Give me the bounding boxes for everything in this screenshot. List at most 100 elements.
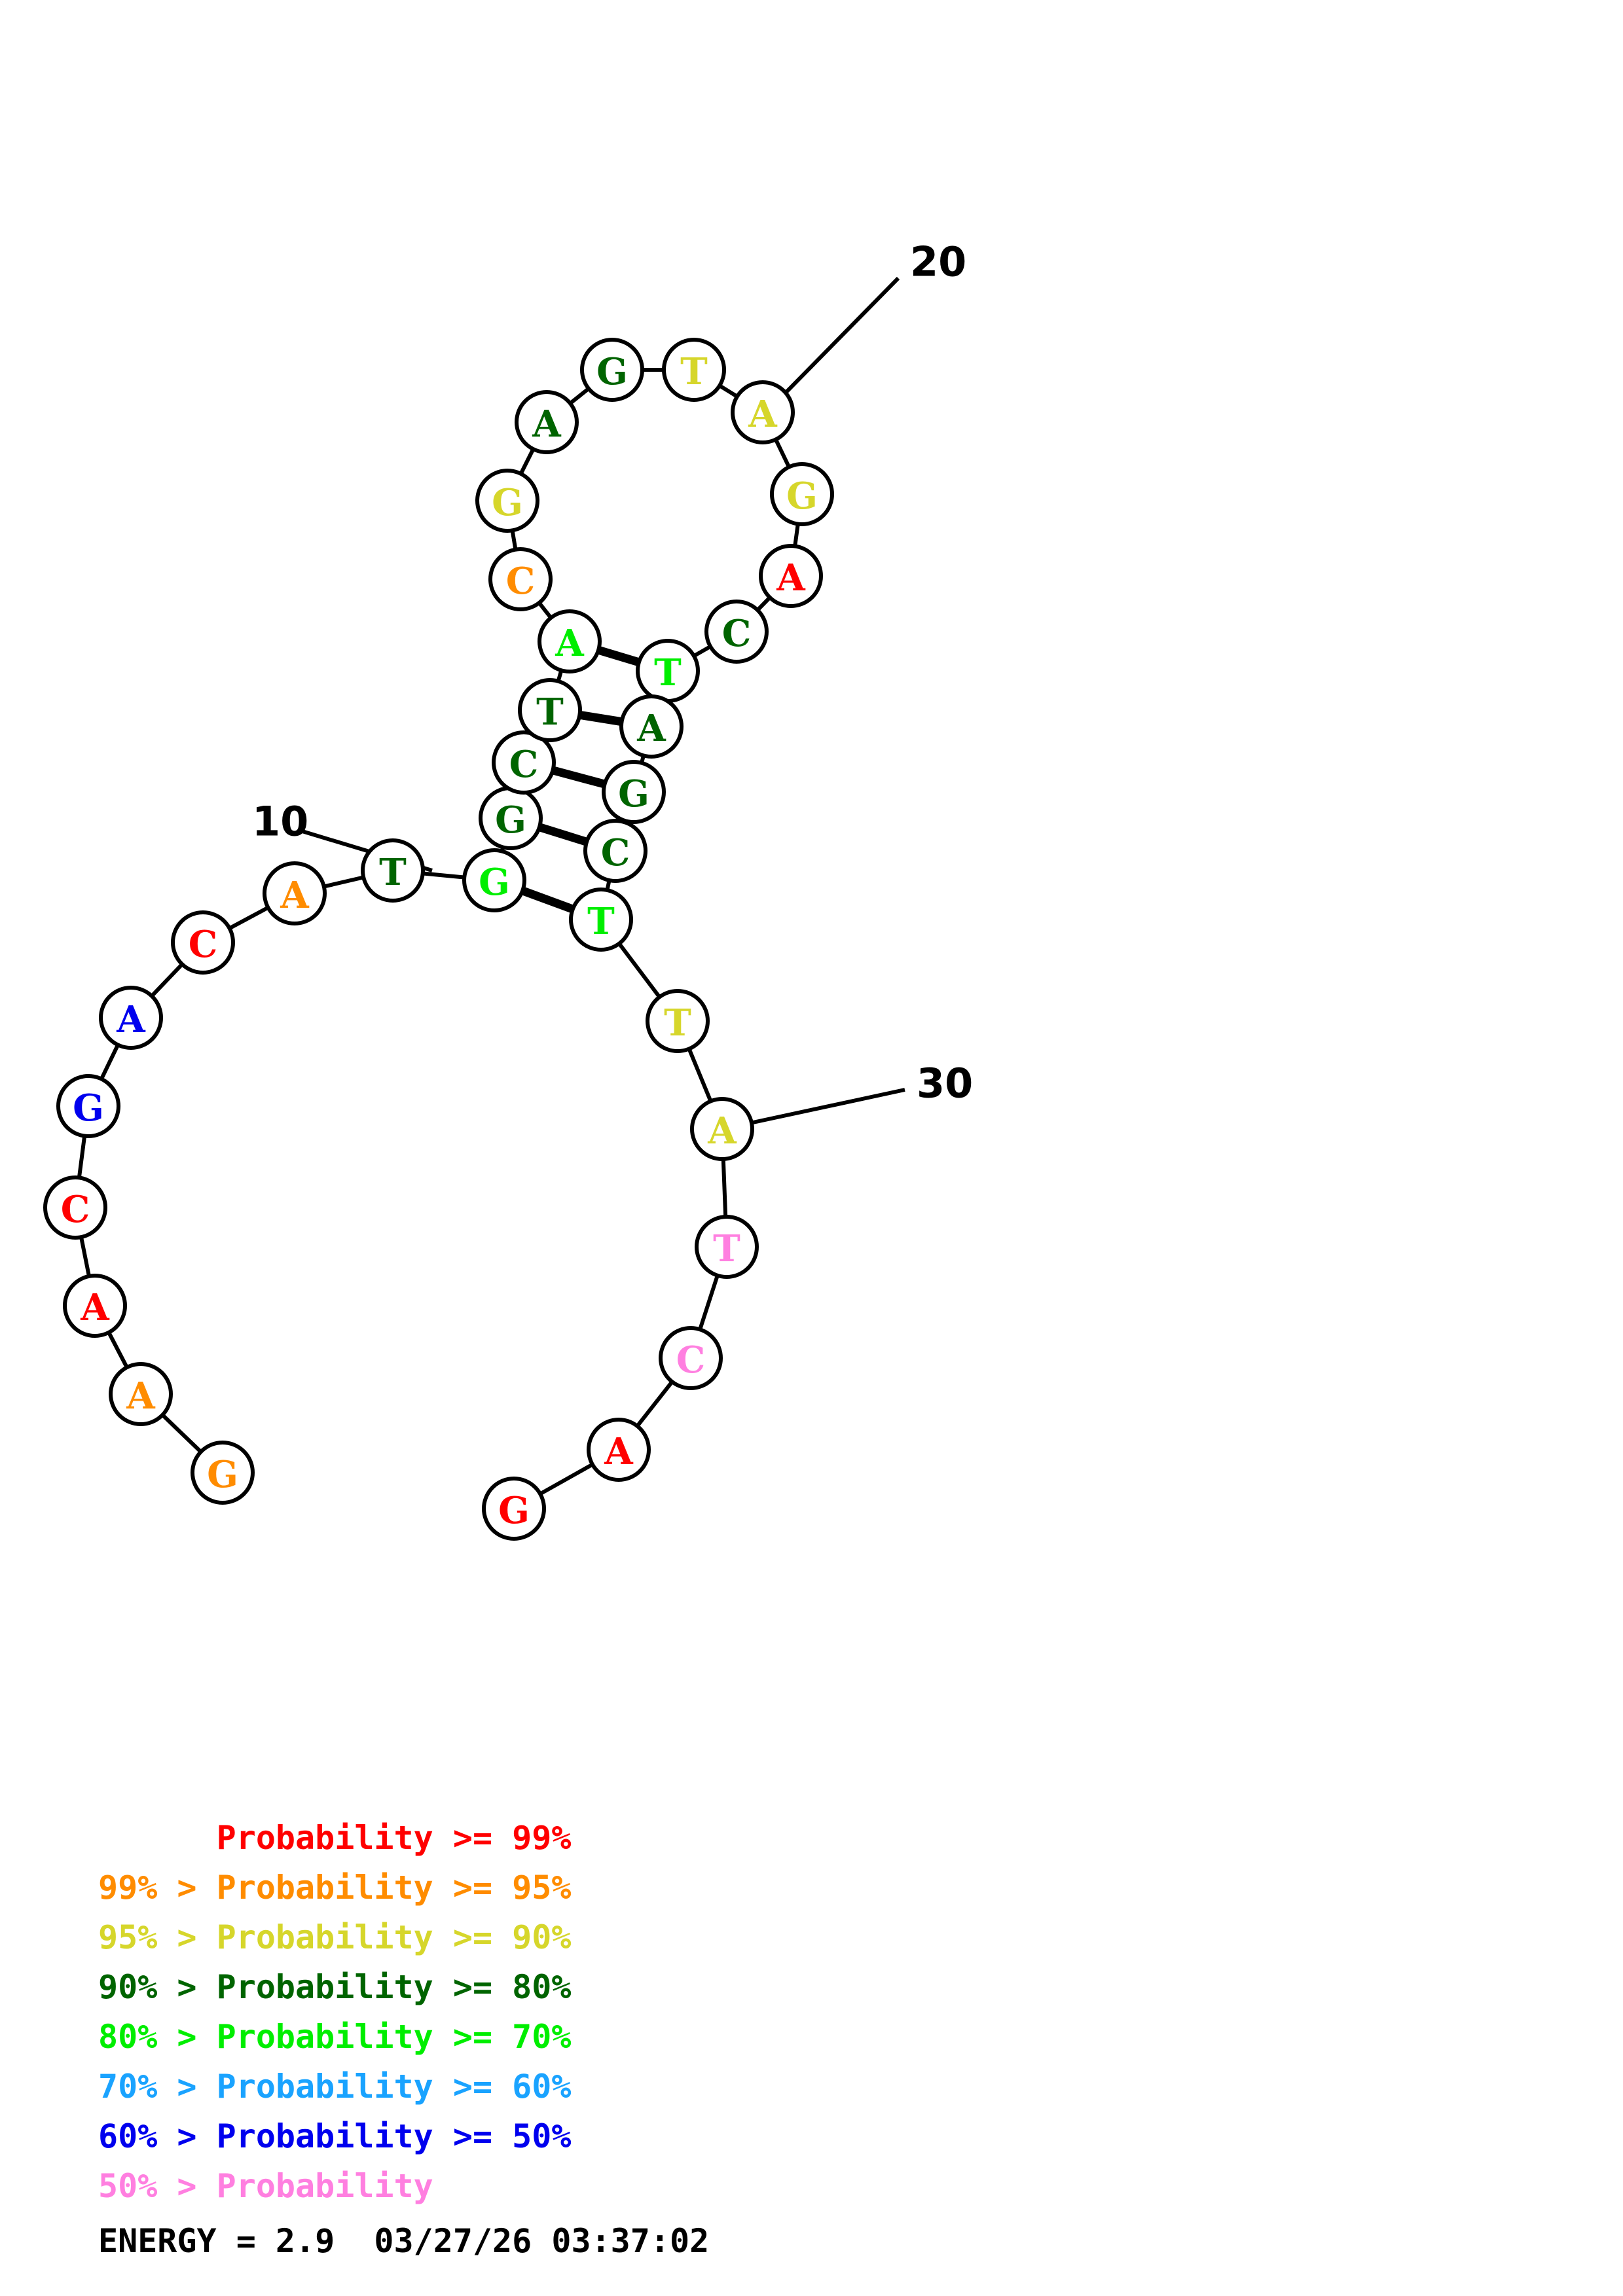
nucleotide-circle (690, 1097, 754, 1161)
nucleotide-node[interactable]: G (770, 462, 834, 526)
nucleotide-circle (518, 678, 582, 742)
nucleotide-circle (695, 1215, 759, 1279)
nucleotide-base-letter: C (601, 831, 630, 874)
nucleotide-node[interactable]: G (482, 1477, 546, 1541)
base-pair-bonds-layer (519, 645, 643, 914)
backbone-bond (568, 386, 591, 406)
nucleotide-circle (109, 1362, 173, 1426)
backbone-bond (538, 1462, 595, 1497)
nucleotide-circle (263, 861, 327, 925)
legend-row: 99% > Probability >= 95% (98, 1869, 572, 1907)
nucleotide-base-letter: G (73, 1086, 104, 1130)
nucleotide-base-letter: G (498, 1489, 530, 1532)
nucleotide-node[interactable]: T (695, 1215, 759, 1279)
backbone-bond (686, 1047, 714, 1103)
nucleotide-circle (515, 390, 579, 454)
nucleotide-base-letter: A (604, 1430, 634, 1473)
nucleotide-node[interactable]: A (587, 1418, 651, 1482)
nucleotide-circle (619, 694, 684, 759)
probability-legend: Probability >= 99% 99% > Probability >= … (98, 1813, 1015, 2211)
position-label: 20 (910, 238, 966, 286)
nucleotide-node[interactable]: A (63, 1274, 127, 1338)
nucleotide-circle (43, 1175, 107, 1240)
position-label: 30 (917, 1060, 973, 1107)
nucleotide-circle (475, 469, 539, 533)
nucleotide-circle (99, 986, 163, 1050)
nucleotide-base-letter: A (748, 393, 778, 436)
backbone-bond (721, 1157, 728, 1219)
nucleotide-circle (569, 888, 633, 952)
nucleotide-node[interactable]: C (704, 600, 769, 664)
nucleotide-node[interactable]: A (99, 986, 163, 1050)
nucleotide-base-letter: A (280, 874, 310, 917)
nucleotide-circle (63, 1274, 127, 1338)
nucleotide-node[interactable]: A (690, 1097, 754, 1161)
nucleotide-circle (482, 1477, 546, 1541)
backbone-bond (322, 875, 365, 889)
nucleotide-node[interactable]: T (662, 338, 726, 402)
nucleotide-circle (580, 338, 644, 402)
nucleotide-base-letter: G (495, 798, 526, 842)
nucleotide-node[interactable]: G (56, 1074, 120, 1138)
backbone-bond (421, 871, 466, 880)
position-label: 10 (252, 798, 308, 846)
nucleotide-circle (770, 462, 834, 526)
nucleotide-node[interactable]: A (538, 609, 602, 673)
legend-row: 70% > Probability >= 60% (98, 2068, 572, 2106)
nucleotide-node[interactable]: G (462, 848, 526, 912)
base-pair-bond (536, 822, 591, 847)
nucleotide-base-letter: G (618, 772, 649, 816)
backbone-bond (792, 522, 801, 548)
nucleotide-node[interactable]: G (602, 760, 666, 824)
nucleotide-base-letter: G (479, 861, 510, 904)
nucleotide-base-letter: T (664, 1001, 691, 1045)
nucleotide-base-letter: C (676, 1338, 706, 1382)
position-leader-line (752, 1088, 905, 1124)
nucleotide-circle (361, 838, 425, 903)
base-pair-bond (576, 710, 625, 726)
nucleotide-node[interactable]: A (263, 861, 327, 925)
nucleotide-node[interactable]: A (515, 390, 579, 454)
nucleotide-node[interactable]: C (488, 547, 553, 611)
legend-row: 60% > Probability >= 50% (98, 2117, 572, 2155)
backbone-bond (691, 644, 713, 658)
nucleotide-node[interactable]: T (518, 678, 582, 742)
nucleotide-node[interactable]: A (109, 1362, 173, 1426)
backbone-bond (717, 383, 740, 399)
backbone-bond (510, 528, 518, 552)
nucleotide-node[interactable]: A (619, 694, 684, 759)
nucleotide-base-letter: A (636, 707, 666, 750)
backbone-bond (160, 1412, 204, 1454)
nucleotide-node[interactable]: C (171, 910, 235, 975)
nucleotide-node[interactable]: C (43, 1175, 107, 1240)
nucleotide-base-letter: A (80, 1286, 110, 1329)
nucleotide-circle (171, 910, 235, 975)
nucleotide-node[interactable]: G (191, 1441, 255, 1505)
nucleotide-circle (646, 989, 710, 1053)
legend-row: Probability >= 99% (98, 1819, 572, 1857)
nucleotide-circle (488, 547, 553, 611)
nucleotide-base-letter: C (61, 1188, 90, 1231)
nucleotide-node[interactable]: T (569, 888, 633, 952)
nucleotide-node[interactable]: T (646, 989, 710, 1053)
nucleotide-base-letter: A (555, 622, 585, 665)
nucleotide-base-letter: T (536, 691, 564, 734)
nucleotide-node[interactable]: G (479, 786, 543, 850)
nucleotide-base-letter: G (596, 350, 628, 393)
nucleotide-node[interactable]: G (475, 469, 539, 533)
nucleotide-node[interactable]: C (492, 730, 556, 795)
nucleotide-base-letter: T (587, 900, 615, 943)
nucleotide-node[interactable]: A (731, 380, 795, 444)
legend-row: 50% > Probability (98, 2167, 433, 2205)
nucleotide-base-letter: C (722, 612, 752, 655)
nucleotide-node[interactable]: C (583, 819, 647, 883)
nucleotide-node[interactable]: T (636, 639, 700, 703)
base-pair-bond (519, 886, 577, 914)
nucleotide-node[interactable]: G (580, 338, 644, 402)
nucleotide-node[interactable]: T (361, 838, 425, 903)
nucleotide-circle (659, 1326, 723, 1390)
nucleotide-node[interactable]: C (659, 1326, 723, 1390)
nucleotide-node[interactable]: A (759, 544, 823, 608)
backbone-bond (99, 1043, 120, 1081)
backbone-bond (518, 447, 536, 476)
